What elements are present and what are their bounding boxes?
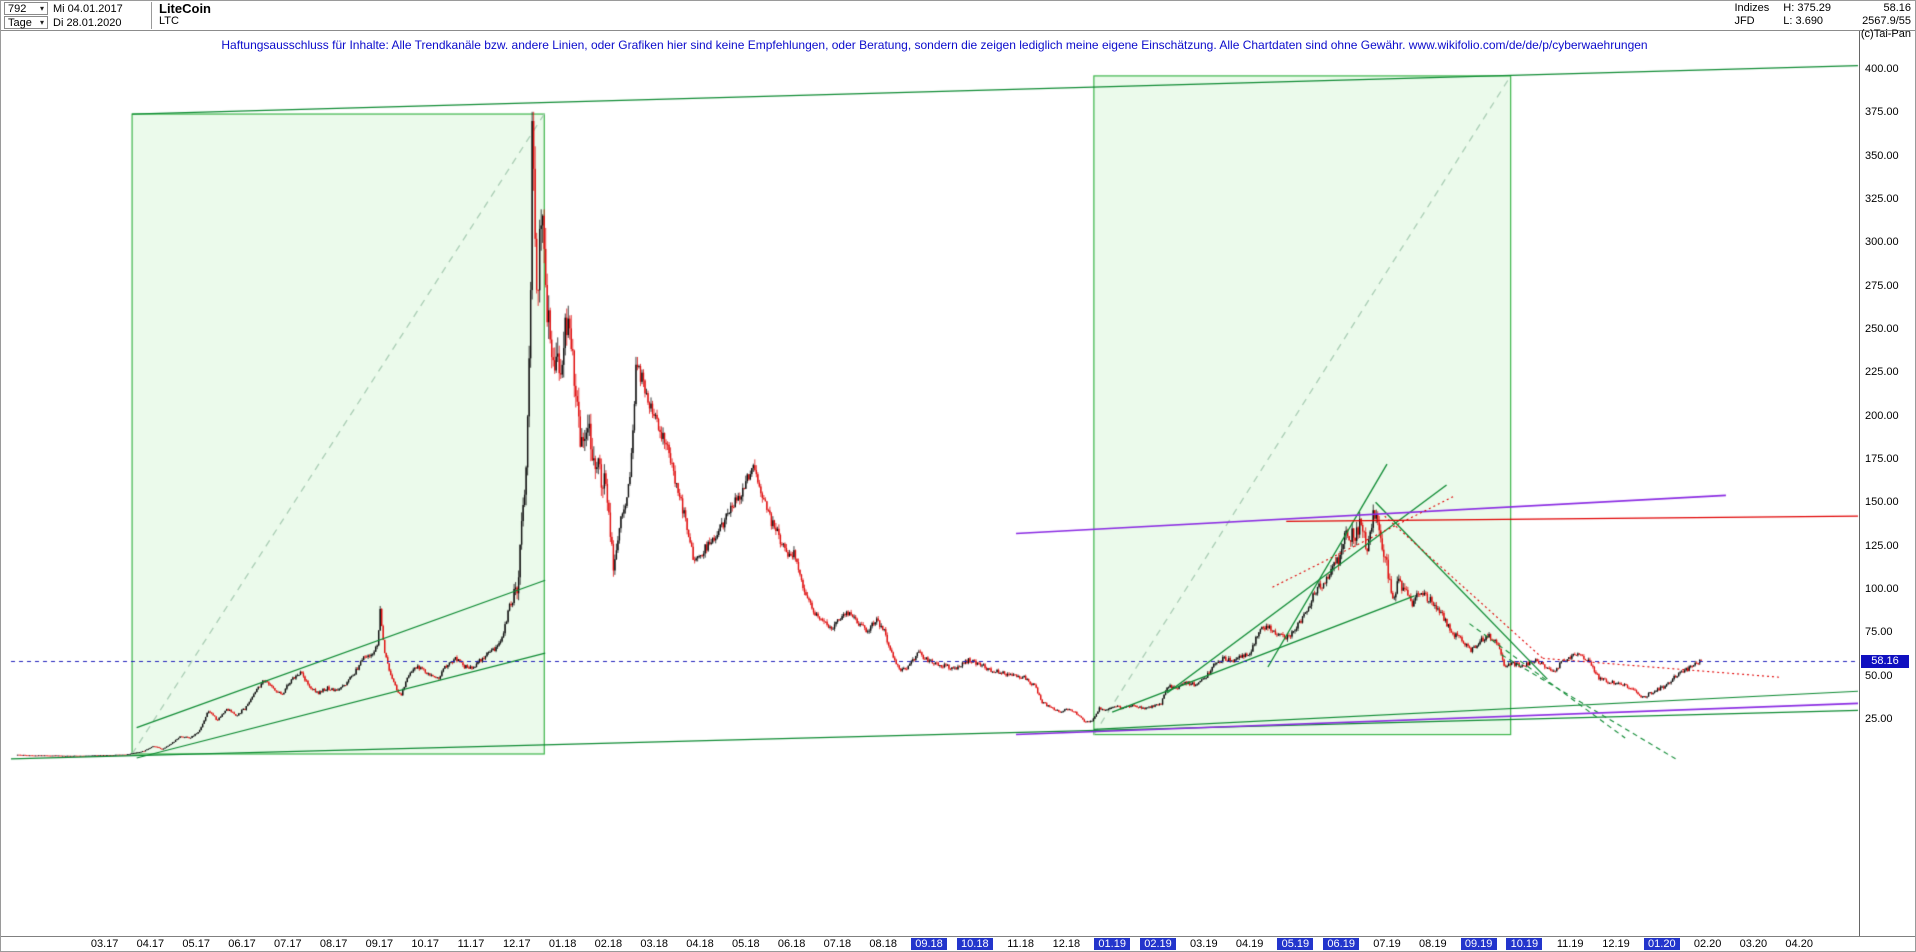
last-price-text: 58.16 [1883,2,1911,14]
price-axis-label: 200.00 [1865,409,1899,422]
time-axis-label: 03.18 [640,938,668,950]
time-axis-label: 03.19 [1190,938,1218,950]
data-group-label: Indizes [1734,2,1770,14]
price-axis-label: 325.00 [1865,192,1899,205]
price-axis-label: 50.00 [1865,669,1893,682]
time-axis-label: 07.18 [823,938,852,950]
current-price-badge: 58.16 [1861,654,1909,668]
data-feed-label: JFD [1734,15,1755,27]
bars-count-select[interactable]: 792 ▾ [4,2,48,15]
time-axis-label: 08.17 [319,938,348,950]
time-axis-label: 04.19 [1235,938,1264,950]
time-axis-label: 07.19 [1373,938,1401,950]
time-axis-label: 04.18 [686,938,714,950]
time-axis-label: 04.17 [136,938,165,950]
period-high: H: 375.29 [1783,2,1831,14]
time-axis-label: 10.18 [956,938,993,950]
instrument-block: LiteCoin LTC [151,2,211,29]
time-axis-label: 03.17 [90,938,119,950]
time-axis-label: 06.17 [228,938,256,950]
volume-text: 2567.9/55 [1862,15,1911,27]
time-axis-label: 02.20 [1693,938,1722,950]
instrument-symbol: LTC [159,15,179,27]
price-axis-label: 100.00 [1865,582,1899,595]
header-info: Indizes H: 375.29 58.16 JFD L: 3.690 256… [1734,2,1911,41]
price-axis-separator [1859,31,1860,936]
price-axis-label: 275.00 [1865,279,1899,292]
price-axis-label: 25.00 [1865,712,1893,725]
time-axis-label: 07.17 [274,938,302,950]
time-axis-label: 01.18 [548,938,577,950]
time-axis-label: 11.17 [457,938,485,950]
time-axis-label: 12.17 [503,938,531,950]
price-axis-label: 150.00 [1865,496,1899,509]
time-axis-label: 10.19 [1506,938,1543,950]
time-axis-label: 06.18 [777,938,806,950]
dropdown-arrow-icon: ▾ [39,17,44,27]
price-axis-label: 250.00 [1865,322,1899,335]
time-axis-label: 09.18 [911,938,947,950]
price-axis-label: 75.00 [1865,626,1893,639]
time-axis-label: 02.19 [1140,938,1176,950]
time-axis-label: 01.20 [1643,938,1680,950]
bars-count-value: 792 [8,2,27,15]
time-axis-label: 03.20 [1739,938,1768,950]
price-axis-label: 225.00 [1865,366,1899,379]
price-axis-label: 375.00 [1865,106,1899,119]
spacer [1734,28,1769,41]
time-axis-label: 05.19 [1277,938,1314,950]
time-axis: 03.17 04.17 05.17 06.17 07.17 08.17 09.17 10.17… [1,936,1915,951]
price-axis-label: 400.00 [1865,62,1899,75]
price-axis: 58.16 400.00 375.00 350.00 325.00 300.00 275.… [1861,31,1915,936]
time-axis-label: 08.18 [869,938,897,950]
spacer [1783,28,1831,41]
price-axis-label: 175.00 [1865,452,1899,465]
start-date-field[interactable]: Mi 04.01.2017 [53,2,123,15]
timeframe-select[interactable]: Tage ▾ [4,16,48,29]
timeframe-value: Tage [8,16,32,29]
header-row-1: 792 ▾ Mi 04.01.2017 [4,2,141,15]
price-axis-label: 300.00 [1865,236,1899,249]
time-axis-label: 05.18 [732,938,760,950]
time-axis-label: 06.19 [1323,938,1360,950]
dropdown-arrow-icon: ▾ [39,3,44,13]
time-axis-label: 02.18 [594,938,623,950]
time-axis-label: 05.17 [182,938,210,950]
time-axis-label: 12.18 [1052,938,1081,950]
time-axis-label: 11.18 [1007,938,1034,950]
time-axis-label: 04.20 [1785,938,1813,950]
time-axis-label: 09.17 [365,938,394,950]
price-axis-label: 350.00 [1865,149,1899,162]
instrument-name: LiteCoin [159,1,211,16]
time-axis-label: 12.19 [1602,938,1630,950]
time-axis-label: 01.19 [1094,938,1131,950]
copyright-label: (c)Tai-Pan [1860,28,1911,40]
end-date-field[interactable]: Di 28.01.2020 [53,16,122,29]
header-row-2: Tage ▾ Di 28.01.2020 [4,16,141,29]
time-axis-label: 10.17 [411,938,439,950]
time-axis-label: 09.19 [1460,938,1497,950]
header-left: 792 ▾ Mi 04.01.2017 Tage ▾ Di 28.01.2020 [4,2,141,29]
time-axis-label: 08.19 [1419,938,1447,950]
time-axis-label: 11.19 [1556,938,1584,950]
disclaimer-text: Haftungsausschluss für Inhalte: Alle Tre… [221,38,1648,52]
header-divider [1,30,1915,31]
period-low: L: 3.690 [1783,15,1824,27]
price-axis-label: 125.00 [1865,539,1899,552]
